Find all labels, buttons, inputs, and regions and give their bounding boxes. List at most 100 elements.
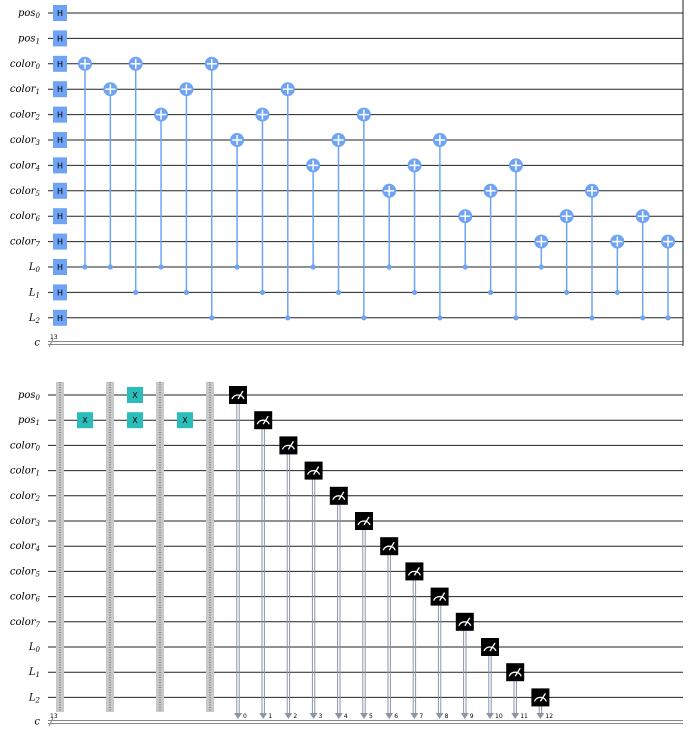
h-gate-label: H [57, 60, 63, 69]
x-gate-label: X [82, 416, 88, 425]
measure-meter [483, 646, 497, 652]
h-gate-label: H [57, 85, 63, 94]
x-gate-label: X [132, 391, 138, 400]
h-gate [53, 208, 67, 225]
wire-label-sub: 0 [36, 12, 41, 20]
wire-label: L1 [28, 667, 40, 680]
wire-label-sub: 6 [36, 215, 41, 223]
h-gate [53, 132, 67, 148]
control-dot [488, 289, 494, 295]
wire-label-name: color [10, 616, 37, 627]
h-gate [53, 30, 67, 47]
wire-label-sub: 1 [36, 88, 40, 96]
h-gate [53, 259, 67, 275]
wire-label: color0 [10, 440, 41, 453]
wire-label: color5 [10, 566, 41, 579]
wire-label: color0 [10, 58, 41, 71]
measure-needle [287, 441, 294, 450]
wire-label-name: color [10, 566, 37, 577]
measure-arrow [284, 713, 293, 719]
measure-meter [281, 444, 295, 450]
h-gate-label: H [57, 238, 63, 247]
x-gate [77, 412, 93, 429]
h-gate-label: H [57, 9, 63, 18]
wire-label-name: color [10, 541, 37, 552]
measure-meter [508, 671, 522, 677]
wire-label-name: color [10, 516, 37, 527]
measure-needle [363, 516, 370, 526]
wire-label-sub: 5 [36, 190, 41, 198]
wire-label-sub: 4 [35, 164, 40, 172]
wire-label: L1 [28, 287, 40, 300]
measure-bit-label: 3 [319, 713, 323, 720]
control-dot [107, 264, 113, 270]
measure-meter [382, 545, 396, 551]
wire-label-sub: 1 [36, 470, 40, 478]
wire-label: pos0 [18, 390, 41, 403]
wire-label-sub: 2 [35, 114, 41, 122]
measure-meter [231, 394, 245, 400]
wire-label: color2 [10, 109, 41, 122]
measure-arrow [334, 713, 343, 719]
wire-label-name: L [28, 642, 36, 653]
wire-label-sub: 6 [36, 596, 41, 604]
wire-label: L2 [28, 692, 41, 705]
wire-label: color5 [10, 185, 41, 198]
wire-label-name: color [10, 58, 37, 69]
wire-label-name: L [28, 287, 36, 298]
wire-label-sub: 1 [36, 419, 40, 427]
wire-label-name: color [10, 465, 37, 476]
wire-label: pos0 [18, 8, 41, 21]
wire-label: color6 [10, 591, 41, 604]
measure-bit-label: 8 [445, 713, 449, 720]
h-gate-label: H [57, 161, 63, 170]
wire-label-name: color [10, 135, 37, 146]
measure-meter [332, 495, 346, 501]
bus-width: 13 [50, 334, 58, 341]
measure-bit-label: 9 [470, 713, 474, 720]
wire-label-sub: 1 [36, 291, 40, 299]
wire-label-sub: 2 [35, 696, 41, 704]
x-gate [177, 412, 193, 429]
wire-label-name: pos [18, 390, 36, 401]
measure-needle [539, 693, 546, 702]
wire-label-sub: 3 [36, 139, 41, 147]
measure-needle [413, 567, 420, 576]
wire-label: color4 [10, 160, 40, 173]
bus-width: 13 [50, 713, 58, 720]
x-gate [127, 412, 143, 429]
h-gate-label: H [57, 34, 63, 43]
wire-label-sub: 0 [36, 444, 41, 452]
h-gate-label: H [57, 212, 63, 221]
wire-label-sub: 1 [36, 671, 40, 679]
wire-label-name: color [10, 591, 37, 602]
h-gate [53, 5, 67, 21]
measure-arrow [410, 713, 419, 719]
wire-label-name: L [28, 262, 36, 273]
wire-label-sub: 2 [35, 495, 41, 503]
measure-needle [489, 642, 496, 652]
measure-arrow [360, 713, 368, 719]
x-gate [127, 387, 143, 403]
h-gate-label: H [57, 314, 63, 323]
wire-label-sub: 0 [36, 266, 41, 274]
wire-label-name: color [10, 490, 37, 501]
measure-needle [338, 491, 345, 501]
control-dot [614, 289, 620, 295]
control-dot [437, 315, 443, 321]
control-dot [234, 264, 240, 270]
wire-label: L0 [28, 642, 41, 655]
wire-label-sub: 2 [35, 317, 41, 325]
h-gate [53, 81, 67, 98]
measure-arrow [259, 713, 268, 719]
measure-bit-label: 0 [243, 713, 247, 720]
wire-label: color1 [10, 84, 40, 97]
measure-needle [388, 541, 395, 551]
measure-arrow [435, 713, 444, 719]
wire-label: color7 [10, 236, 41, 249]
control-dot [285, 315, 291, 321]
measure-meter [307, 469, 321, 475]
wire-label-sub: 7 [36, 241, 41, 249]
measure-needle [514, 667, 521, 677]
